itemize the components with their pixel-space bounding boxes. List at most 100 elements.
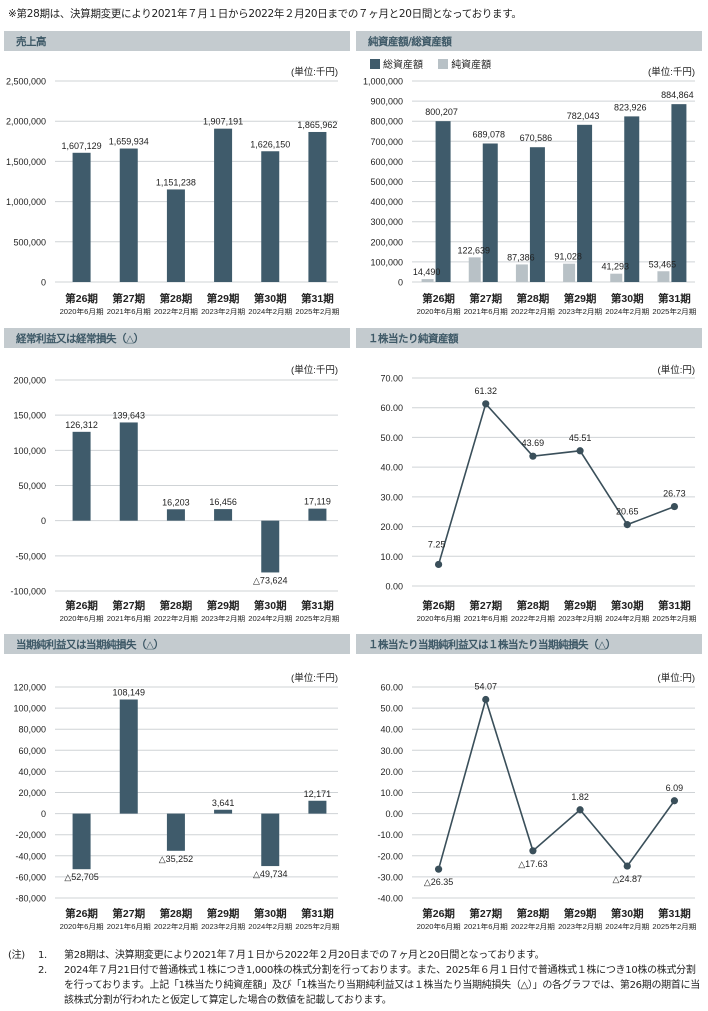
ordinary-subcategory-label: 2023年2月期 <box>201 614 245 623</box>
net-category-label: 第27期 <box>112 907 145 920</box>
net-subcategory-label: 2023年2月期 <box>201 922 245 931</box>
sales-subcategory-label: 2020年6月期 <box>60 307 104 316</box>
net-unit-label: (単位:千円) <box>291 672 338 684</box>
ordinary-data-label: 16,456 <box>209 497 237 507</box>
top-note: ※第28期は、決算期変更により2021年７月１日から2022年２月20日までの７… <box>8 8 522 20</box>
assets-bar-total-assets <box>529 147 545 282</box>
assets-subcategory-label: 2020年6月期 <box>417 307 461 316</box>
sales-subcategory-label: 2025年2月期 <box>295 307 339 316</box>
bps-series-line <box>437 402 675 565</box>
ordinary-data-label: 16,203 <box>162 497 190 507</box>
eps-data-label: △17.63 <box>518 859 547 869</box>
ordinary-bar <box>72 431 91 521</box>
assets-data-label-net-assets: 87,386 <box>507 252 535 262</box>
net-data-label: 12,171 <box>304 789 332 799</box>
sales-category-label: 第31期 <box>301 292 334 305</box>
assets-data-label-total-assets: 823,926 <box>614 102 647 112</box>
ordinary-unit-label: (単位:千円) <box>291 364 338 376</box>
ordinary-category-label: 第29期 <box>207 599 240 612</box>
net-data-label: △35,252 <box>159 854 193 864</box>
bps-category-label: 第26期 <box>422 599 455 612</box>
eps-series-line <box>437 696 676 870</box>
assets-ytick-label: 100,000 <box>370 257 403 267</box>
eps-category-label: 第28期 <box>517 907 550 920</box>
ordinary-subcategory-label: 2020年6月期 <box>60 614 104 623</box>
bps-data-point <box>670 502 679 511</box>
assets-category-label: 第30期 <box>611 292 644 305</box>
footnote-num-1: 1. <box>38 950 47 961</box>
ordinary-subcategory-label: 2024年2月期 <box>248 614 292 623</box>
ordinary-ytick-label: 100,000 <box>13 446 46 456</box>
net-subcategory-label: 2022年2月期 <box>154 922 198 931</box>
ordinary-bar <box>166 509 185 521</box>
eps-unit-label: (単位:円) <box>658 672 695 684</box>
legend-swatch-dark <box>370 59 380 69</box>
header-net: 当期純利益又は当期純損失（△） <box>4 634 350 654</box>
sales-subcategory-label: 2022年2月期 <box>154 307 198 316</box>
eps-data-point <box>623 862 631 870</box>
sales-ytick-label: 2,500,000 <box>6 77 46 87</box>
bps-category-label: 第31期 <box>658 599 691 612</box>
assets-category-label: 第29期 <box>564 292 597 305</box>
bps-data-label: 26.73 <box>663 489 686 499</box>
net-ytick-label: 20,000 <box>18 788 46 798</box>
eps-subcategory-label: 2023年2月期 <box>558 922 602 931</box>
assets-bar-total-assets <box>671 104 687 282</box>
net-bar <box>261 813 280 867</box>
net-subcategory-label: 2025年2月期 <box>295 922 339 931</box>
assets-ytick-label: 600,000 <box>370 157 403 167</box>
ordinary-ytick-label: -50,000 <box>15 551 46 561</box>
ordinary-category-label: 第28期 <box>160 599 193 612</box>
assets-data-label-total-assets: 800,207 <box>425 107 458 117</box>
net-category-label: 第26期 <box>65 907 98 920</box>
assets-ytick-label: 0 <box>398 278 403 288</box>
assets-subcategory-label: 2022年2月期 <box>511 307 555 316</box>
eps-ytick-label: -10.00 <box>377 830 403 840</box>
header-bps: １株当たり純資産額 <box>356 328 702 348</box>
sales-bar <box>166 189 185 282</box>
sales-ytick-label: 500,000 <box>13 237 46 247</box>
assets-ytick-label: 1,000,000 <box>363 77 403 87</box>
assets-ytick-label: 400,000 <box>370 197 403 207</box>
assets-bar-net-assets <box>610 273 623 282</box>
bps-data-label: 43.69 <box>522 438 545 448</box>
eps-data-point <box>670 797 679 805</box>
ordinary-bar <box>308 508 327 521</box>
header-ordinary-title: 経常利益又は経常損失（△） <box>16 333 144 345</box>
assets-bar-total-assets <box>577 124 593 282</box>
bps-data-point <box>576 447 584 455</box>
assets-ytick-label: 500,000 <box>370 177 403 187</box>
bps-category-label: 第30期 <box>611 599 644 612</box>
assets-ytick-label: 300,000 <box>370 217 403 227</box>
assets-unit-label: (単位:千円) <box>648 66 695 78</box>
assets-data-label-total-assets: 782,043 <box>567 111 600 121</box>
eps-subcategory-label: 2022年2月期 <box>511 922 555 931</box>
bps-data-point <box>482 400 490 408</box>
header-assets-title: 純資産額/総資産額 <box>368 36 452 48</box>
header-net-title: 当期純利益又は当期純損失（△） <box>16 639 164 651</box>
sales-subcategory-label: 2023年2月期 <box>201 307 245 316</box>
eps-category-label: 第26期 <box>422 907 455 920</box>
eps-data-label: △24.87 <box>613 874 642 884</box>
bps-ytick-label: 10.00 <box>380 552 403 562</box>
sales-ytick-label: 1,500,000 <box>6 157 46 167</box>
ordinary-subcategory-label: 2022年2月期 <box>154 614 198 623</box>
assets-bar-total-assets <box>435 121 451 283</box>
sales-bar <box>214 128 233 282</box>
net-subcategory-label: 2024年2月期 <box>248 922 292 931</box>
sales-bar <box>308 131 327 282</box>
sales-unit-label: (単位:千円) <box>291 66 338 78</box>
footnote-text-2: 2024年７月21日付で普通株式１株につき1,000株の株式分割を行っております… <box>64 965 700 1006</box>
eps-data-point <box>434 865 443 873</box>
ordinary-ytick-label: -100,000 <box>10 587 46 597</box>
assets-bar-net-assets <box>515 264 528 282</box>
net-data-label: △52,705 <box>64 872 98 882</box>
assets-bar-total-assets <box>624 116 640 283</box>
bps-unit-label: (単位:円) <box>658 364 695 376</box>
eps-subcategory-label: 2024年2月期 <box>605 922 649 931</box>
bps-ytick-label: 50.00 <box>380 433 403 443</box>
bps-ytick-label: 30.00 <box>380 492 403 502</box>
assets-ytick-label: 800,000 <box>370 117 403 127</box>
bps-subcategory-label: 2022年2月期 <box>511 614 555 623</box>
legend-label-total-assets: 総資産額 <box>383 60 423 71</box>
